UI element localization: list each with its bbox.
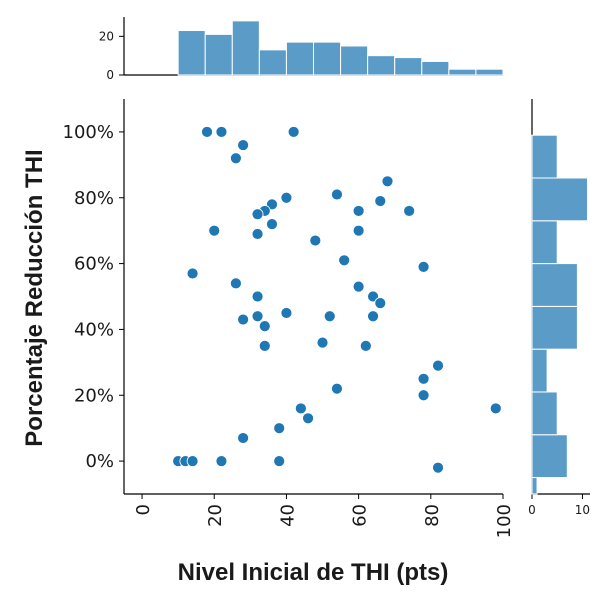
scatter-point (280, 191, 293, 204)
x-tick-label: 60 (350, 504, 371, 527)
scatter-point (229, 152, 242, 165)
right-hist-tick-label: 0 (528, 503, 536, 517)
scatter-point (229, 277, 242, 290)
scatter-point (258, 320, 271, 333)
right-hist-bar (531, 220, 558, 265)
scatter-point (381, 175, 394, 188)
scatter-point (417, 260, 430, 273)
top-hist-bar (285, 41, 314, 76)
right-hist-bar (531, 134, 558, 179)
scatter-point (338, 254, 351, 267)
top-hist-bar (204, 33, 233, 76)
scatter-point (186, 267, 199, 280)
x-axis-title: Nivel Inicial de THI (pts) (178, 559, 449, 586)
scatter-point (251, 310, 264, 323)
right-hist-bar (531, 348, 548, 393)
scatter-point (489, 402, 502, 415)
right-hist-bar (531, 391, 558, 436)
top-hist-bar (340, 45, 369, 76)
top-marginal-histogram: 0 20 (99, 17, 504, 82)
scatter-point (251, 228, 264, 240)
top-hist-bar (177, 30, 206, 76)
scatter-point (352, 280, 365, 293)
scatter-point (273, 455, 286, 467)
scatter-point (374, 195, 387, 207)
right-hist-bar (531, 434, 568, 479)
y-tick-label: 100% (63, 122, 114, 143)
scatter-point (417, 372, 430, 385)
y-tick-label: 0% (85, 451, 114, 472)
scatter-point (374, 297, 387, 309)
scatter-point (316, 336, 329, 349)
scatter-point (367, 310, 379, 323)
scatter-point (186, 455, 199, 467)
scatter-point (403, 205, 416, 217)
x-tick-label: 0 (133, 504, 154, 515)
x-tick-label: 40 (277, 504, 298, 527)
scatter-point (352, 224, 365, 237)
scatter-point (273, 422, 286, 435)
scatter-point (266, 218, 278, 230)
scatter-point (432, 461, 444, 474)
y-axis-title: Porcentaje Reducción THI (21, 149, 48, 446)
top-hist-bar (367, 55, 396, 76)
scatter-point (352, 205, 365, 217)
scatter-point (323, 310, 336, 323)
scatter-point (302, 412, 314, 425)
top-hist-bar (313, 41, 342, 76)
x-tick-label: 100 (494, 504, 515, 538)
y-tick-label: 40% (74, 319, 114, 340)
top-hist-tick-label: 20 (99, 29, 114, 43)
scatter-point (287, 126, 300, 138)
scatter-point (294, 402, 307, 415)
right-hist-bar (531, 177, 588, 222)
scatter-point (215, 455, 228, 467)
scatter-point (331, 382, 343, 395)
scatter-point (215, 126, 228, 138)
right-hist-bar (531, 263, 578, 307)
scatter-point (208, 224, 221, 237)
y-tick-label: 20% (74, 385, 114, 406)
scatter-point (331, 188, 343, 201)
right-hist-tick-label: 10 (575, 503, 590, 517)
y-tick-label: 80% (74, 188, 114, 209)
y-tick-label: 60% (74, 254, 114, 275)
scatter-point (237, 432, 250, 444)
scatter-point (258, 339, 271, 352)
top-hist-bar (231, 20, 260, 76)
scatter-point (251, 208, 264, 221)
top-hist-bar (475, 68, 504, 76)
scatter-point (359, 339, 372, 352)
x-tick-label: 20 (205, 504, 226, 527)
top-hist-bar (421, 60, 450, 76)
top-hist-tick-label: 0 (106, 68, 114, 82)
top-hist-bar (448, 68, 477, 76)
scatter-point (251, 290, 264, 303)
top-hist-bar (394, 57, 423, 76)
scatter-point (432, 359, 444, 372)
top-hist-bar (258, 49, 287, 76)
scatter-point (237, 313, 250, 326)
x-tick-label: 80 (422, 504, 443, 527)
scatter-point (417, 389, 430, 402)
scatter-point (309, 234, 322, 247)
right-hist-bar (531, 477, 538, 495)
scatter-plot-area: 0% 20% 40% 60% 80% 100% 0 20 40 60 80 100 (63, 99, 515, 538)
scatter-point (201, 126, 213, 138)
right-hist-bar (531, 305, 578, 350)
right-marginal-histogram: 0 10 (528, 99, 590, 517)
scatter-point (237, 139, 250, 151)
scatter-point (280, 307, 293, 319)
